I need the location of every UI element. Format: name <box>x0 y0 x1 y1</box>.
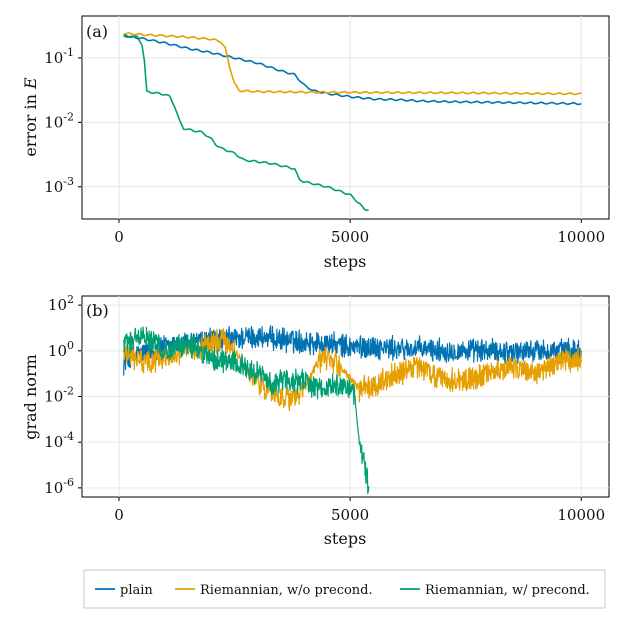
panel-b-y-tick-base: 10 <box>48 342 67 360</box>
panel-b-series-riemannian-w-precond <box>123 326 370 494</box>
panel-b-y-tick-base: 10 <box>44 479 63 497</box>
panel-b-series <box>123 325 582 494</box>
panel-a-y-axis-label-prefix: error in <box>21 89 40 157</box>
panel-b-series-plain <box>123 325 582 376</box>
panel-a-series <box>123 32 582 212</box>
panel-a-grid <box>82 16 609 219</box>
panel-a-x-tick-label: 0 <box>114 228 124 246</box>
panel-a-y-tick-base: 10 <box>44 178 63 196</box>
panel-a-x-tick-label: 5000 <box>331 228 369 246</box>
legend: plain Riemannian, w/o precond. Riemannian,… <box>83 569 606 609</box>
panel-a-y-tick-exp: -1 <box>63 46 74 59</box>
panel-a-series-riemannian-w-precond <box>123 34 369 212</box>
panel-a-y-tick-exp: -3 <box>63 175 74 188</box>
panel-b-y-tick-exp: 2 <box>67 293 74 306</box>
panel-a-frame <box>81 15 610 220</box>
panel-b-x-axis-label: steps <box>324 529 367 548</box>
panel-a-y-tick-base: 10 <box>44 113 63 131</box>
panel-b-y-tick-label: 10-6 <box>44 476 74 497</box>
panel-b-y-tick-exp: 0 <box>67 339 74 352</box>
panel-a-y-tick-label: 10-2 <box>44 110 74 131</box>
panel-a-series-riemannian-w-o-precond <box>123 32 582 96</box>
panel-b-y-tick-base: 10 <box>48 296 67 314</box>
panel-b-y-axis-label: grad norm <box>21 354 40 440</box>
panel-b-y-tick-label: 10-2 <box>44 385 74 406</box>
panel-a-y-tick-label: 10-3 <box>44 175 74 196</box>
panel-b-y-tick-label: 100 <box>48 339 74 360</box>
panel-a-y-axis-label: error in E <box>21 77 40 157</box>
panel-a-x-tick-label: 10000 <box>557 228 605 246</box>
panel-b-y-tick-base: 10 <box>44 433 63 451</box>
panel-a-y-tick-base: 10 <box>44 49 63 67</box>
panel-b-y-tick-label: 102 <box>48 293 74 314</box>
panel-b-y-tick-exp: -6 <box>63 476 74 489</box>
panel-b-y-tick-exp: -2 <box>63 385 74 398</box>
legend-label: Riemannian, w/o precond. <box>200 583 373 598</box>
panel-a-y-tick-exp: -2 <box>63 110 74 123</box>
legend-frame <box>83 569 606 609</box>
panel-b-y-tick-exp: -4 <box>63 430 74 443</box>
legend-label: plain <box>120 583 153 598</box>
panel-b-x-tick-label: 0 <box>114 506 124 524</box>
panel-b-x-tick-label: 10000 <box>557 506 605 524</box>
legend-label: Riemannian, w/ precond. <box>425 583 590 598</box>
panel-b-label: (b) <box>86 301 109 320</box>
legend-items: plain Riemannian, w/o precond. Riemannian,… <box>95 583 590 598</box>
panel-a-x-axis-label: steps <box>324 252 367 271</box>
panel-b-x-tick-label: 5000 <box>331 506 369 524</box>
panel-a-y-axis-label-var: E <box>21 77 40 90</box>
panel-a-y-tick-label: 10-1 <box>44 46 74 67</box>
panel-a-series-plain <box>123 34 582 106</box>
panel-b-y-tick-label: 10-4 <box>44 430 74 451</box>
panel-a-label: (a) <box>86 22 108 41</box>
panel-b-y-tick-base: 10 <box>44 388 63 406</box>
